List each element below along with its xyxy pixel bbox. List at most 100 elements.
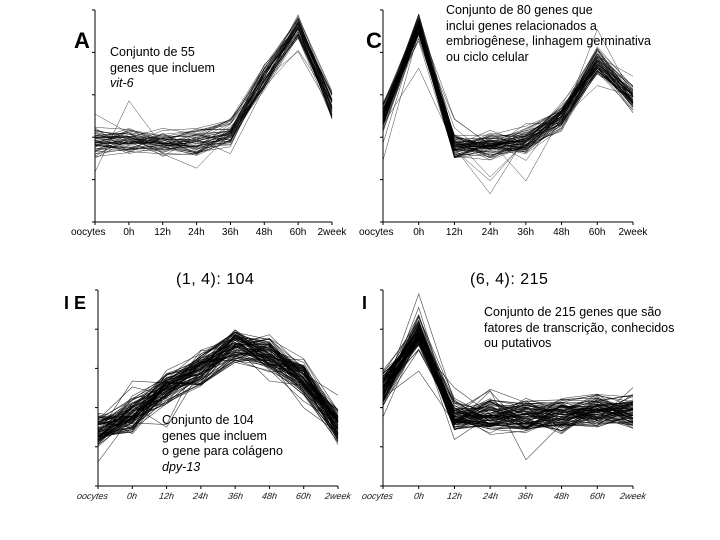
x-tick-label: 24h xyxy=(481,491,499,501)
series-line xyxy=(382,17,634,150)
x-tick-label: 12h xyxy=(158,491,175,501)
series-line xyxy=(382,335,634,427)
panel-letter: C xyxy=(366,28,382,53)
x-tick-label: 0h xyxy=(413,491,425,501)
series-line xyxy=(382,331,634,428)
series-line xyxy=(94,17,333,151)
x-tick-label: 36h xyxy=(221,227,239,238)
x-tick-label: 2week xyxy=(317,227,347,238)
x-tick-label: 2week xyxy=(619,491,647,501)
x-tick-label: oocytes xyxy=(361,491,394,501)
series-line xyxy=(97,342,339,433)
series-line xyxy=(382,33,634,161)
series-line xyxy=(97,331,339,435)
series-line xyxy=(97,352,339,441)
series-line xyxy=(94,17,333,148)
series-line xyxy=(94,23,333,151)
series-line xyxy=(382,13,634,150)
series-line xyxy=(97,329,339,435)
caption-line: Conjunto de 55 xyxy=(110,45,195,59)
series-line xyxy=(97,345,339,430)
series-line xyxy=(94,30,333,148)
x-tick-label: 48h xyxy=(261,491,278,501)
x-tick-label: 48h xyxy=(553,227,570,238)
caption-italic: dpy-13 xyxy=(162,459,201,474)
series-line xyxy=(382,330,634,422)
caption-line: genes que incluem xyxy=(162,428,267,443)
series-line xyxy=(97,341,339,440)
caption-line: ou ciclo celular xyxy=(446,49,529,64)
series-line xyxy=(94,22,333,154)
series-line xyxy=(97,338,339,463)
series-line xyxy=(97,341,339,442)
panel-a: A Conjunto de 55 genes que incluem vit-6 xyxy=(0,0,360,260)
series-line xyxy=(97,339,339,443)
caption-line: o gene para colágeno xyxy=(162,444,283,458)
x-tick-label: oocytes xyxy=(71,227,106,238)
series-line xyxy=(382,370,634,424)
caption-line: inclui genes relacionados a xyxy=(446,18,597,33)
x-tick-label: 0h xyxy=(126,491,138,501)
series-line xyxy=(382,343,634,426)
chart-a xyxy=(92,9,333,225)
series-line xyxy=(382,13,634,150)
x-tick-label: oocytes xyxy=(76,491,109,501)
x-tick-label: 60h xyxy=(589,491,606,501)
series-line xyxy=(97,331,339,425)
caption-line: fatores de transcrição, conhecidos xyxy=(484,320,675,335)
panel-c: C Conjunto de 80 genes que inclui genes … xyxy=(0,0,720,260)
chart-c xyxy=(380,9,634,225)
x-tick-label: 0h xyxy=(413,227,425,238)
series-line xyxy=(94,25,333,153)
caption-line: genes que incluem xyxy=(110,60,215,75)
caption-line: Conjunto de 80 genes que xyxy=(446,3,593,17)
x-tick-label: 2week xyxy=(618,227,648,238)
x-tick-label: 36h xyxy=(517,491,535,501)
x-tick-label: 24h xyxy=(192,491,210,501)
series-line xyxy=(382,342,634,461)
panel-letter: I xyxy=(362,293,368,313)
series-line xyxy=(382,344,634,424)
x-tick-label: 24h xyxy=(188,227,205,238)
series-line xyxy=(97,348,339,422)
panel-caption: Conjunto de 215 genes que são fatores de… xyxy=(484,305,674,352)
x-tick-label: 60h xyxy=(289,227,307,238)
x-tick-label: 36h xyxy=(517,227,535,238)
x-tick-label: 60h xyxy=(295,491,312,501)
panel-caption: Conjunto de 55 genes que incluem vit-6 xyxy=(110,45,215,92)
x-tick-label: 60h xyxy=(588,227,606,238)
panel-b: (1, 4): 104 I E Conjunto de 104 genes qu… xyxy=(64,271,339,489)
caption-line: Conjunto de 215 genes que são xyxy=(484,305,662,319)
caption-line: ou putativos xyxy=(484,336,552,350)
x-tick-label: 48h xyxy=(553,491,570,501)
panel-letter: A xyxy=(74,28,90,53)
series-line xyxy=(97,355,339,436)
series-line xyxy=(97,335,339,430)
x-tick-label: 24h xyxy=(481,227,499,238)
series-line xyxy=(382,315,634,424)
series-line xyxy=(382,23,634,149)
series-line xyxy=(97,338,339,427)
panel-title: (6, 4): 215 xyxy=(470,271,549,288)
chart-b xyxy=(95,289,339,489)
x-tick-label: 48h xyxy=(255,227,273,238)
caption-line: embriogênese, linhagem germinativa xyxy=(446,34,651,48)
x-tick-label: 0h xyxy=(123,227,135,238)
x-tick-label: 12h xyxy=(446,491,463,501)
series-line xyxy=(97,346,339,429)
caption-line: Conjunto de 104 xyxy=(162,413,254,427)
series-line xyxy=(382,28,634,157)
series-line xyxy=(94,49,333,155)
series-line xyxy=(382,332,634,430)
series-line xyxy=(94,33,333,157)
panel-title: (1, 4): 104 xyxy=(176,271,255,288)
series-line xyxy=(382,25,634,152)
series-line xyxy=(94,33,333,144)
series-line xyxy=(382,335,634,433)
x-tick-label: oocytes xyxy=(359,227,394,238)
x-tick-label: 2week xyxy=(324,491,352,501)
caption-italic: vit-6 xyxy=(110,76,134,90)
series-line xyxy=(94,28,333,144)
